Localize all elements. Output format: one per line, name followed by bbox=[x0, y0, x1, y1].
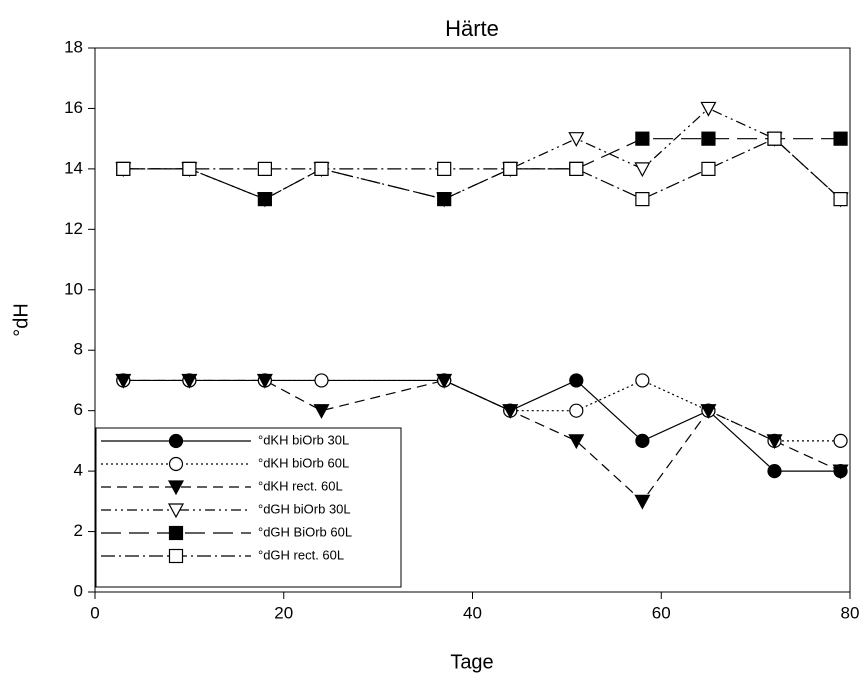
point bbox=[767, 464, 782, 479]
x-tick-label: 20 bbox=[274, 603, 293, 622]
chart-title: Härte bbox=[445, 16, 499, 41]
point bbox=[767, 131, 782, 146]
point bbox=[568, 132, 585, 147]
point bbox=[569, 161, 584, 176]
y-tick-label: 4 bbox=[74, 461, 83, 480]
point bbox=[182, 161, 197, 176]
point bbox=[635, 433, 650, 448]
point bbox=[181, 373, 198, 389]
legend-label: °dGH biOrb 30L bbox=[258, 501, 351, 516]
legend-marker bbox=[167, 480, 185, 496]
y-tick-label: 6 bbox=[74, 400, 83, 419]
x-tick-label: 60 bbox=[652, 603, 671, 622]
y-tick-label: 10 bbox=[64, 279, 83, 298]
y-tick-label: 0 bbox=[74, 581, 83, 600]
legend-marker bbox=[168, 456, 184, 472]
point bbox=[635, 131, 650, 146]
y-tick-label: 18 bbox=[64, 37, 83, 56]
point bbox=[437, 161, 452, 176]
y-tick-label: 16 bbox=[64, 98, 83, 117]
point bbox=[115, 373, 132, 389]
point bbox=[436, 373, 453, 389]
point bbox=[766, 434, 783, 450]
point bbox=[569, 403, 584, 418]
x-axis-label: Tage bbox=[450, 651, 493, 673]
point bbox=[256, 373, 273, 389]
point bbox=[568, 434, 585, 450]
y-tick-label: 8 bbox=[74, 340, 83, 359]
point bbox=[257, 192, 272, 207]
legend: °dKH biOrb 30L °dKH biOrb 60L °dKH rect. 6… bbox=[95, 427, 402, 588]
y-axis-label: °dH bbox=[10, 303, 32, 337]
point bbox=[314, 161, 329, 176]
legend-label: °dGH rect. 60L bbox=[258, 547, 344, 562]
point bbox=[833, 433, 848, 448]
y-tick-label: 12 bbox=[64, 219, 83, 238]
x-tick-label: 40 bbox=[463, 603, 482, 622]
point bbox=[313, 404, 330, 419]
y-tick-label: 14 bbox=[64, 158, 83, 177]
point bbox=[701, 161, 716, 176]
x-tick-label: 80 bbox=[841, 603, 860, 622]
point bbox=[700, 404, 717, 419]
point bbox=[502, 404, 519, 419]
x-tick-label: 0 bbox=[90, 603, 99, 622]
point bbox=[257, 161, 272, 176]
y-tick-label: 2 bbox=[74, 521, 83, 540]
legend-marker bbox=[168, 433, 184, 449]
point bbox=[832, 464, 849, 480]
point bbox=[635, 192, 650, 207]
point bbox=[634, 162, 651, 178]
legend-marker bbox=[168, 525, 184, 541]
point bbox=[116, 161, 131, 176]
point bbox=[314, 373, 329, 388]
point bbox=[833, 131, 848, 146]
legend-marker bbox=[168, 548, 184, 564]
legend-marker bbox=[167, 503, 185, 519]
legend-label: °dKH biOrb 30L bbox=[258, 432, 349, 447]
point bbox=[635, 373, 650, 388]
legend-label: °dKH rect. 60L bbox=[258, 478, 343, 493]
point bbox=[503, 161, 518, 176]
point bbox=[701, 131, 716, 146]
legend-label: °dKH biOrb 60L bbox=[258, 455, 349, 470]
point bbox=[833, 192, 848, 207]
point bbox=[437, 192, 452, 207]
legend-label: °dGH BiOrb 60L bbox=[258, 524, 352, 539]
point bbox=[700, 101, 717, 117]
point bbox=[569, 373, 584, 388]
legend-box bbox=[95, 427, 402, 588]
point bbox=[634, 494, 651, 510]
